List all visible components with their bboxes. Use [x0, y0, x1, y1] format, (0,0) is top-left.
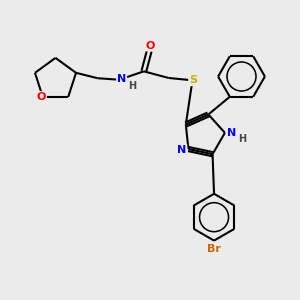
Text: N: N: [227, 128, 236, 138]
Text: N: N: [177, 145, 186, 155]
Text: N: N: [117, 74, 126, 84]
Text: S: S: [189, 75, 197, 85]
Text: Br: Br: [207, 244, 221, 254]
Text: O: O: [145, 40, 154, 50]
Text: O: O: [37, 92, 46, 102]
Text: H: H: [238, 134, 246, 144]
Text: H: H: [128, 81, 136, 91]
